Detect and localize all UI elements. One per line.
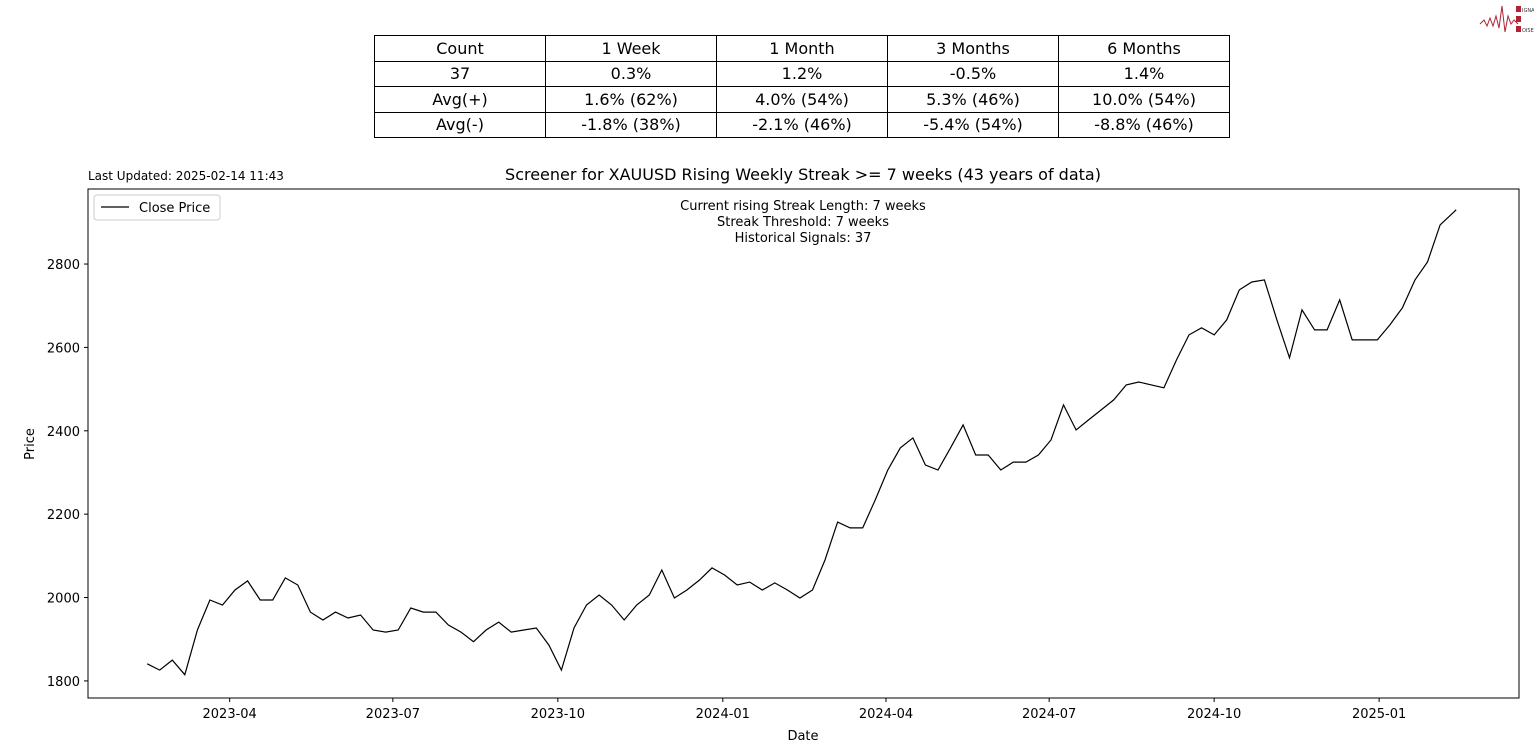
svg-text:OISE: OISE (1522, 28, 1534, 34)
annotation: Current rising Streak Length: 7 weeks St… (680, 199, 926, 246)
y-tick-label: 2000 (47, 592, 80, 607)
close-price-line (146, 209, 1457, 676)
y-tick-label: 2800 (47, 258, 80, 273)
y-tick-label: 1800 (47, 675, 80, 690)
x-tick-label: 2024-10 (1187, 707, 1241, 722)
stats-row-avg-negative: Avg(-) -1.8% (38%) -2.1% (46%) -5.4% (54… (374, 111, 1230, 138)
table-cell: Avg(+) (374, 86, 546, 113)
table-cell: 1.6% (62%) (545, 86, 717, 113)
table-cell: -0.5% (887, 60, 1059, 87)
table-cell: -2.1% (46%) (716, 111, 888, 138)
stats-header-row: Count 1 Week 1 Month 3 Months 6 Months (374, 35, 1230, 62)
x-tick-label: 2024-04 (859, 707, 913, 722)
x-tick-label: 2024-07 (1022, 707, 1076, 722)
x-tick-label: 2023-07 (366, 707, 420, 722)
x-tick-label: 2024-01 (696, 707, 750, 722)
last-updated-label: Last Updated: 2025-02-14 11:43 (88, 169, 284, 183)
svg-text:IGNAL: IGNAL (1522, 8, 1534, 14)
header-cell: 6 Months (1058, 35, 1230, 62)
annotation-signals: Historical Signals: 37 (735, 231, 872, 246)
stats-row-count: 37 0.3% 1.2% -0.5% 1.4% (374, 60, 1230, 87)
table-cell: Avg(-) (374, 111, 546, 138)
table-cell: 5.3% (46%) (887, 86, 1059, 113)
table-cell: 4.0% (54%) (716, 86, 888, 113)
y-tick-label: 2400 (47, 425, 80, 440)
table-cell: -8.8% (46%) (1058, 111, 1230, 138)
y-tick-label: 2600 (47, 341, 80, 356)
annotation-streak-length: Current rising Streak Length: 7 weeks (680, 199, 926, 214)
header-cell: Count (374, 35, 546, 62)
x-axis: 2023-04 2023-07 2023-10 2024-01 2024-04 2024-… (203, 698, 1406, 722)
header-cell: 1 Month (716, 35, 888, 62)
legend-box (93, 194, 221, 221)
plot-frame (87, 188, 1520, 699)
x-axis-label: Date (787, 729, 818, 744)
table-cell: 1.4% (1058, 60, 1230, 87)
chart-title: Screener for XAUUSD Rising Weekly Streak… (505, 165, 1101, 184)
table-cell: 1.2% (716, 60, 888, 87)
stats-table: Count 1 Week 1 Month 3 Months 6 Months 3… (374, 35, 1230, 138)
header-cell: 1 Week (545, 35, 717, 62)
table-cell: -1.8% (38%) (545, 111, 717, 138)
y-axis-label: Price (23, 428, 38, 460)
x-tick-label: 2023-10 (531, 707, 585, 722)
x-tick-label: 2023-04 (203, 707, 257, 722)
signal-2-noise-logo: IGNAL OISE (1479, 5, 1534, 34)
x-tick-label: 2025-01 (1352, 707, 1406, 722)
y-tick-label: 2200 (47, 508, 80, 523)
legend: Close Price (93, 194, 221, 221)
table-cell: -5.4% (54%) (887, 111, 1059, 138)
legend-label: Close Price (139, 201, 210, 216)
annotation-threshold: Streak Threshold: 7 weeks (717, 215, 889, 230)
y-axis: 1800 2000 2200 2400 2600 2800 (47, 258, 88, 690)
